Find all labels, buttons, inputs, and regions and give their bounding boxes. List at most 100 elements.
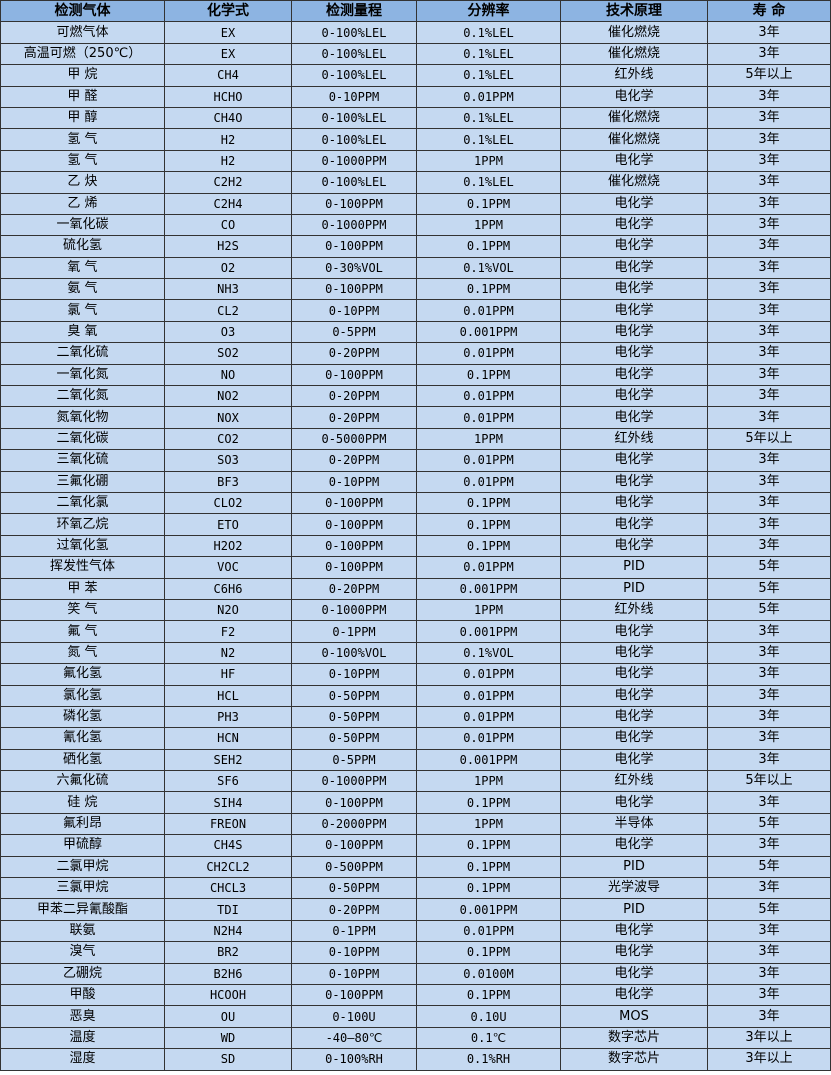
cell-detection-range: 0-1PPM (291, 919, 417, 943)
cell-lifespan: 3年 (707, 727, 831, 750)
cell-chemical-formula: VOC (164, 556, 292, 579)
cell-chemical-formula: F2 (164, 620, 292, 643)
cell-resolution: 0.01PPM (416, 85, 561, 108)
table-row: 甲苯二异氰酸酯 TDI 0-20PPM 0.001PPM PID 5年 (0, 898, 831, 921)
cell-technology: 数字芯片 (560, 1048, 708, 1071)
cell-chemical-formula: HCL (164, 684, 292, 707)
table-row: 溴气 BR2 0-10PPM 0.1PPM 电化学 3年 (0, 941, 831, 964)
cell-chemical-formula: N2H4 (164, 919, 292, 943)
cell-lifespan: 3年 (707, 449, 831, 472)
cell-detection-range: 0-5PPM (291, 320, 417, 344)
header-resolution: 分辨率 (416, 0, 561, 23)
cell-chemical-formula: CO2 (164, 427, 292, 451)
cell-gas-name: 氧 气 (0, 256, 165, 280)
cell-resolution: 0.1PPM (416, 983, 561, 1007)
cell-lifespan: 3年 (707, 299, 831, 322)
cell-resolution: 0.1%VOL (416, 256, 561, 280)
cell-technology: 电化学 (560, 641, 708, 665)
cell-resolution: 1PPM (416, 598, 561, 622)
cell-detection-range: 0-100PPM (291, 556, 417, 579)
cell-resolution: 0.1PPM (416, 941, 561, 964)
table-row: 环氧乙烷 ETO 0-100PPM 0.1PPM 电化学 3年 (0, 513, 831, 536)
cell-gas-name: 甲酸 (0, 983, 165, 1007)
cell-gas-name: 一氧化碳 (0, 213, 165, 237)
table-row: 温度 WD -40—80℃ 0.1℃ 数字芯片 3年以上 (0, 1026, 831, 1050)
cell-chemical-formula: NH3 (164, 278, 292, 301)
cell-resolution: 1PPM (416, 770, 561, 793)
cell-chemical-formula: CH2CL2 (164, 855, 292, 879)
cell-technology: 电化学 (560, 342, 708, 365)
cell-gas-name: 环氧乙烷 (0, 513, 165, 536)
cell-gas-name: 甲 烷 (0, 64, 165, 87)
cell-chemical-formula: N2O (164, 598, 292, 622)
cell-lifespan: 3年 (707, 106, 831, 130)
cell-resolution: 0.01PPM (416, 342, 561, 365)
cell-detection-range: 0-100PPM (291, 983, 417, 1007)
cell-detection-range: 0-100%LEL (291, 128, 417, 151)
cell-gas-name: 氢 气 (0, 128, 165, 151)
cell-technology: 半导体 (560, 812, 708, 836)
cell-resolution: 0.001PPM (416, 577, 561, 600)
cell-chemical-formula: SIH4 (164, 791, 292, 814)
table-header: 检测气体 化学式 检测量程 分辨率 技术原理寿 命 (0, 0, 831, 23)
cell-detection-range: 0-50PPM (291, 705, 417, 729)
cell-lifespan: 3年 (707, 192, 831, 215)
table-body: 可燃气体 EX 0-100%LEL 0.1%LEL 催化燃烧 3年 高温可燃（250℃） EX… (0, 21, 831, 1071)
cell-lifespan: 5年 (707, 598, 831, 622)
cell-gas-name: 氯化氢 (0, 684, 165, 707)
cell-resolution: 1PPM (416, 427, 561, 451)
cell-lifespan: 3年 (707, 256, 831, 280)
cell-technology: 数字芯片 (560, 1026, 708, 1050)
cell-chemical-formula: SO2 (164, 342, 292, 365)
cell-resolution: 0.1PPM (416, 877, 561, 900)
cell-lifespan: 3年 (707, 278, 831, 301)
cell-resolution: 0.01PPM (416, 406, 561, 429)
cell-resolution: 0.1PPM (416, 363, 561, 387)
cell-technology: PID (560, 577, 708, 600)
cell-technology: 电化学 (560, 748, 708, 772)
cell-technology: 电化学 (560, 235, 708, 258)
table-row: 湿度 SD 0-100%RH 0.1%RH 数字芯片 3年以上 (0, 1048, 831, 1071)
cell-detection-range: 0-20PPM (291, 898, 417, 921)
cell-detection-range: 0-100PPM (291, 278, 417, 301)
cell-technology: 催化燃烧 (560, 42, 708, 66)
cell-chemical-formula: CLO2 (164, 491, 292, 515)
table-row: 可燃气体 EX 0-100%LEL 0.1%LEL 催化燃烧 3年 (0, 21, 831, 44)
cell-chemical-formula: CO (164, 213, 292, 237)
cell-gas-name: 高温可燃（250℃） (0, 42, 165, 66)
cell-technology: MOS (560, 1005, 708, 1028)
cell-resolution: 0.01PPM (416, 449, 561, 472)
cell-chemical-formula: CH4S (164, 834, 292, 857)
cell-technology: 电化学 (560, 363, 708, 387)
table-row: 氮氧化物 NOX 0-20PPM 0.01PPM 电化学 3年 (0, 406, 831, 429)
cell-detection-range: 0-20PPM (291, 577, 417, 600)
cell-lifespan: 3年 (707, 363, 831, 387)
table-row: 过氧化氢 H2O2 0-100PPM 0.1PPM 电化学 3年 (0, 534, 831, 558)
table-row: 氟利昂 FREON 0-2000PPM 1PPM 半导体 5年 (0, 812, 831, 836)
table-row: 硅 烷 SIH4 0-100PPM 0.1PPM 电化学 3年 (0, 791, 831, 814)
cell-resolution: 0.001PPM (416, 620, 561, 643)
cell-detection-range: 0-10PPM (291, 85, 417, 108)
cell-technology: PID (560, 855, 708, 879)
cell-resolution: 0.001PPM (416, 898, 561, 921)
cell-gas-name: 氟 气 (0, 620, 165, 643)
table-row: 甲 醇 CH4O 0-100%LEL 0.1%LEL 催化燃烧 3年 (0, 106, 831, 130)
cell-lifespan: 3年 (707, 705, 831, 729)
cell-lifespan: 3年 (707, 684, 831, 707)
cell-technology: 红外线 (560, 598, 708, 622)
cell-technology: 电化学 (560, 149, 708, 173)
cell-resolution: 0.1%RH (416, 1048, 561, 1071)
cell-resolution: 0.01PPM (416, 919, 561, 943)
table-row: 三氟化硼 BF3 0-10PPM 0.01PPM 电化学 3年 (0, 470, 831, 493)
cell-technology: 催化燃烧 (560, 171, 708, 194)
cell-gas-name: 氰化氢 (0, 727, 165, 750)
cell-technology: 电化学 (560, 513, 708, 536)
cell-lifespan: 3年 (707, 406, 831, 429)
cell-lifespan: 5年以上 (707, 64, 831, 87)
cell-lifespan: 3年 (707, 663, 831, 686)
table-row: 挥发性气体 VOC 0-100PPM 0.01PPM PID 5年 (0, 556, 831, 579)
cell-chemical-formula: TDI (164, 898, 292, 921)
cell-resolution: 0.1%LEL (416, 128, 561, 151)
cell-technology: 电化学 (560, 663, 708, 686)
cell-detection-range: 0-100%LEL (291, 106, 417, 130)
